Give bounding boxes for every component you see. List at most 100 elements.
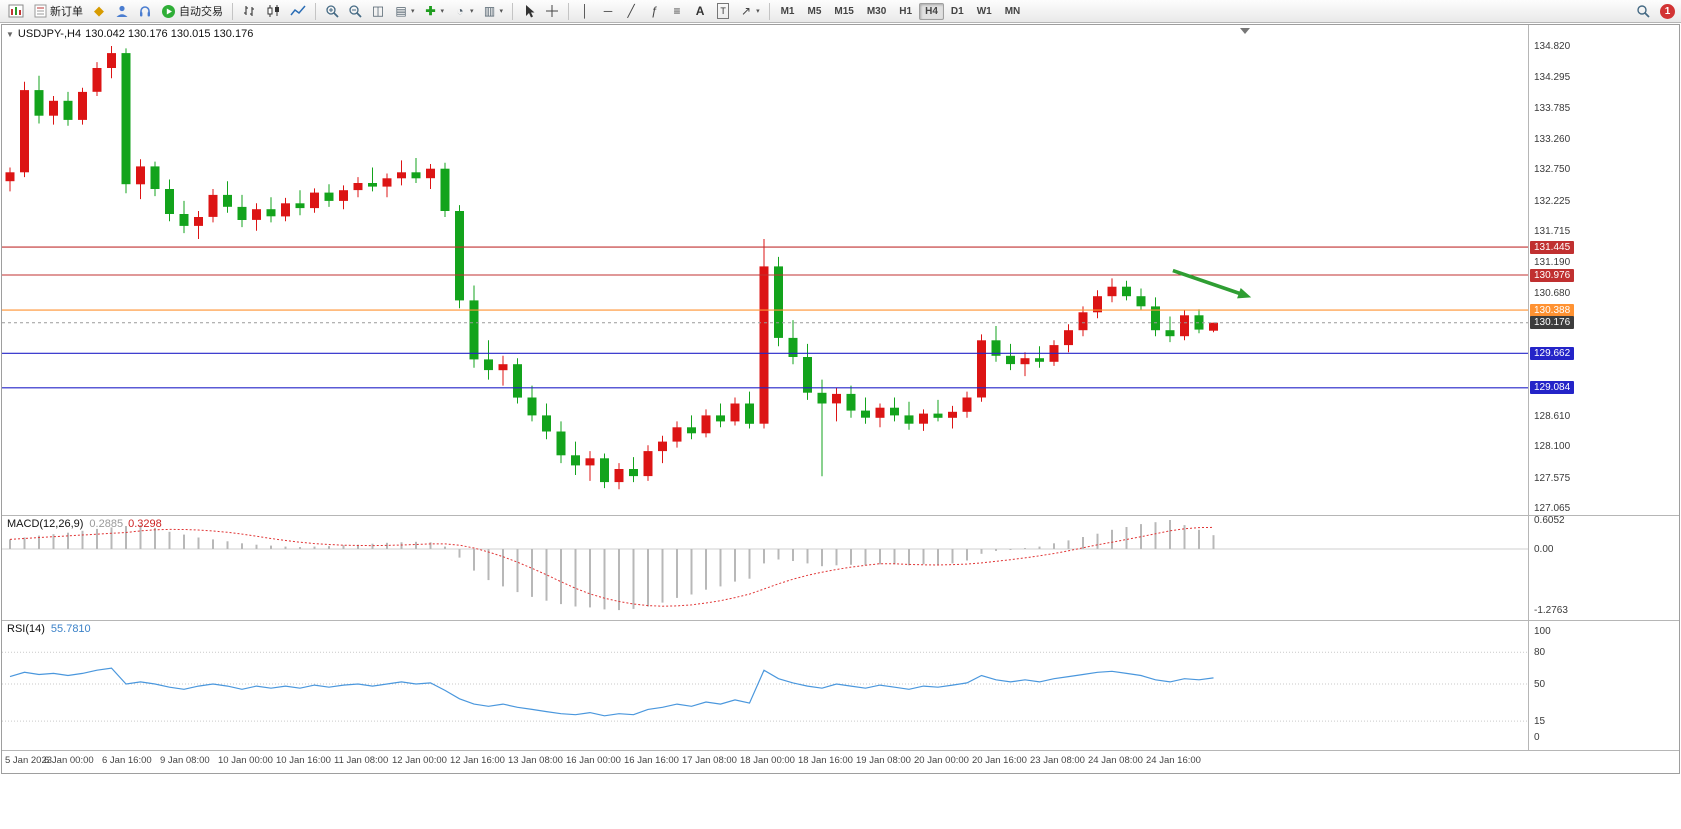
time-axis-label: 6 Jan 16:00 [102,755,152,766]
price-scale[interactable]: 134.820 134.295 133.785 133.260 132.750 132.2… [1528,25,1679,515]
trendline-tool-button[interactable]: ╱ [620,0,642,23]
macd-panel: MACD(12,26,9) 0.2885 0.3298 0.6052 0.00 -1.2… [2,515,1679,620]
new-chart-button[interactable] [4,0,28,23]
mql5-market-button[interactable]: ◆ [88,0,110,23]
timeframe-h4-button[interactable]: H4 [919,2,944,20]
macd-indicator-label: MACD(12,26,9) 0.2885 0.3298 [7,518,162,530]
price-tick: 133.785 [1534,103,1571,114]
user-profile-button[interactable] [111,0,133,23]
timeframe-h1-button[interactable]: H1 [899,5,913,17]
support-button[interactable] [134,0,156,23]
auto-trading-button[interactable]: 自动交易 [157,0,227,23]
arrows-tool-button[interactable]: ↗ ▾ [735,0,764,23]
rsi-scale-tick: 100 [1534,626,1551,637]
price-tick: 130.680 [1534,288,1571,299]
trendline-icon: ╱ [627,4,635,18]
price-tick: 128.610 [1534,411,1571,422]
toolbar-separator [768,2,770,20]
macd-chart-area[interactable] [2,516,1528,625]
line-icon [290,4,306,18]
price-tick: 132.750 [1534,164,1571,175]
candles-icon [266,4,281,18]
candlestick-series [5,46,1218,490]
price-tick: 134.820 [1534,41,1571,52]
time-axis-label: 11 Jan 08:00 [334,755,389,766]
chart-template-button[interactable]: ▥ ▾ [479,0,508,23]
cursor-tool-button[interactable] [518,0,540,23]
time-axis-label: 16 Jan 16:00 [624,755,679,766]
timeframe-w1-button[interactable]: W1 [976,5,992,17]
fibo-icon: ƒ [650,4,658,18]
text-label-tool-button[interactable]: T [712,0,734,23]
rsi-chart-area[interactable] [2,621,1528,755]
vertical-line-tool-button[interactable]: │ [574,0,596,23]
one-click-trading-arrow-icon[interactable]: ▼ [6,29,14,39]
bars-icon [242,4,257,18]
macd-scale-tick: 0.6052 [1534,515,1565,526]
zoom-out-button[interactable] [344,0,366,23]
price-tick: 128.100 [1534,441,1571,452]
time-axis[interactable]: 5 Jan 2023 6 Jan 00:00 6 Jan 16:00 9 Jan 08… [2,750,1679,771]
cycle-lines-tool-button[interactable]: ≡ [666,0,688,23]
arrows-icon: ↗ [741,4,752,18]
zoom-in-icon [325,4,339,18]
tile-windows-button[interactable]: ◫ [367,0,389,23]
price-line-label: 131.445 [1530,241,1575,254]
price-tick: 131.715 [1534,226,1571,237]
add-indicator-button[interactable]: ✚ ▾ [420,0,449,23]
price-tick: 127.065 [1534,503,1571,514]
search-button[interactable] [1632,0,1654,23]
timeframe-m15-button[interactable]: M15 [834,5,854,17]
chart-period-button[interactable]: ◔ ▾ [449,0,478,23]
text-icon: A [695,4,705,18]
toolbar-separator [232,2,233,20]
dropdown-caret-icon: ▾ [440,8,445,15]
time-axis-label: 19 Jan 08:00 [856,755,911,766]
price-tick: 132.225 [1534,196,1571,207]
auto-arrange-button[interactable]: ▤ ▾ [390,0,419,23]
dropdown-caret-icon: ▾ [499,8,504,15]
chart-shift-marker[interactable] [1240,28,1250,34]
rsi-indicator-label: RSI(14) 55.7810 [7,623,91,635]
toolbar-right-group: 1 [1632,0,1677,23]
rsi-scale-tick: 15 [1534,716,1546,727]
horizontal-line-tool-button[interactable]: ─ [597,0,619,23]
time-axis-label: 24 Jan 08:00 [1088,755,1143,766]
timeframe-m1-button[interactable]: M1 [780,5,795,17]
fibonacci-tool-button[interactable]: ƒ [643,0,665,23]
timeframe-d1-button[interactable]: D1 [950,5,964,17]
hline-icon: ─ [603,4,613,18]
chart-symbol-info: ▼ USDJPY-,H4 130.042 130.176 130.015 130… [6,28,253,40]
time-axis-label: 18 Jan 16:00 [798,755,853,766]
time-axis-label: 20 Jan 00:00 [914,755,969,766]
bar-chart-mode-button[interactable] [238,0,261,23]
macd-histogram [9,520,1215,611]
trend-arrow-object[interactable] [1172,268,1252,299]
toolbar-separator [568,2,570,20]
price-tick: 133.260 [1534,134,1571,145]
notification-badge[interactable]: 1 [1660,3,1675,19]
order-form-icon [33,4,47,18]
crosshair-tool-button[interactable] [541,0,563,23]
timeframe-mn-button[interactable]: MN [1004,5,1021,17]
new-order-button[interactable]: 新订单 [29,0,87,23]
market-gold-icon: ◆ [94,3,104,18]
new-order-label: 新订单 [50,6,83,18]
price-line-label: 130.176 [1530,316,1575,329]
timeframe-m30-button[interactable]: M30 [866,5,887,17]
timeframe-m5-button[interactable]: M5 [807,5,822,17]
main-chart-area[interactable] [2,25,1528,520]
time-axis-label: 13 Jan 08:00 [508,755,563,766]
zoom-out-icon [348,4,362,18]
zoom-in-button[interactable] [321,0,343,23]
cursor-icon [522,4,536,18]
candlestick-mode-button[interactable] [262,0,285,23]
line-chart-mode-button[interactable] [286,0,310,23]
dropdown-caret-icon: ▾ [470,8,474,15]
tile-icon: ◫ [371,3,385,18]
main-chart-panel: ▼ USDJPY-,H4 130.042 130.176 130.015 130… [2,25,1679,515]
price-line-label: 129.084 [1530,381,1575,394]
text-tool-button[interactable]: A [689,0,711,23]
headset-icon [138,4,152,18]
rsi-scale-tick: 0 [1534,732,1540,743]
